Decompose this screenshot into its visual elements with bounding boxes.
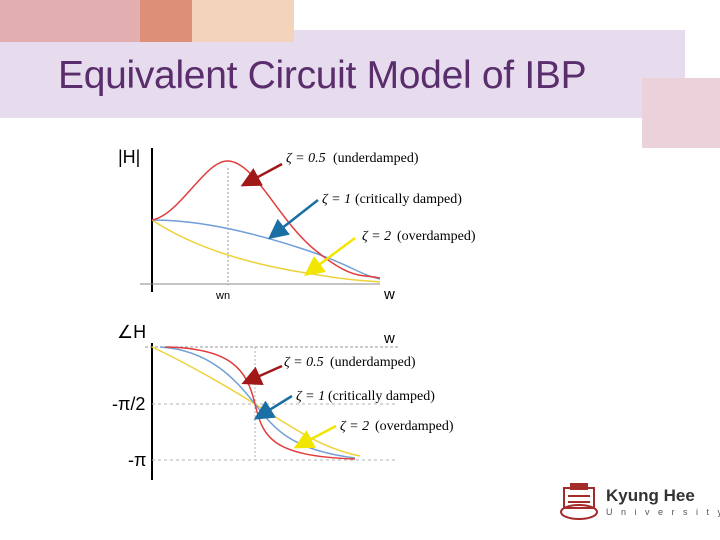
annotation-critical-zeta: ζ = 1 [296, 389, 325, 404]
tick-minus-pi: -π [128, 450, 146, 470]
decor-block [0, 0, 140, 42]
annotation-underdamped-zeta: ζ = 0.5 [284, 355, 324, 370]
logo-subtitle: University [606, 507, 720, 517]
decor-block [192, 0, 294, 42]
natural-frequency-label: wn [215, 290, 230, 302]
magnitude-curve-overdamped [151, 219, 381, 283]
magnitude-x-label: w [383, 286, 395, 303]
arrow-overdamped [293, 424, 337, 449]
arrow-critically-damped [253, 394, 293, 420]
arrow-overdamped [303, 236, 356, 276]
annotation-underdamped-text: (underdamped) [333, 151, 419, 166]
decor-block [642, 78, 720, 148]
arrow-underdamped [240, 162, 283, 187]
phase-y-label: ∠H [117, 322, 146, 342]
annotation-underdamped-text: (underdamped) [330, 355, 416, 370]
tick-minus-half-pi: -π/2 [112, 394, 145, 414]
title-band [0, 30, 685, 118]
annotation-critical-text: (critically damped) [355, 192, 462, 207]
annotation-critical-zeta: ζ = 1 [322, 192, 351, 207]
decor-block [140, 0, 192, 42]
magnitude-curve-underdamped [151, 160, 381, 279]
annotation-overdamped-zeta: ζ = 2 [362, 229, 391, 244]
magnitude-y-label: |H| [118, 147, 140, 167]
university-logo: Kyung Hee University [558, 482, 720, 522]
phase-curve-underdamped [164, 346, 356, 460]
logo-name: Kyung Hee [606, 486, 695, 505]
phase-curve-critically-damped [159, 346, 356, 459]
arrow-underdamped [241, 364, 283, 386]
magnitude-curve-critically-damped [151, 219, 381, 280]
annotation-overdamped-text: (overdamped) [375, 419, 454, 434]
annotation-critical-text: (critically damped) [328, 389, 435, 404]
phase-plot: ∠H w -π/2 -π ζ = 0.5 (underdamped) ζ = 1… [112, 322, 454, 480]
arrow-critically-damped [268, 199, 319, 240]
annotation-overdamped-text: (overdamped) [397, 229, 476, 244]
annotation-underdamped-zeta: ζ = 0.5 [286, 151, 326, 166]
magnitude-plot: |H| wn w ζ = 0.5 (underdamped) ζ = 1 (cr… [118, 147, 476, 303]
annotation-overdamped-zeta: ζ = 2 [340, 419, 369, 434]
university-emblem-icon [560, 483, 598, 520]
slide-title: Equivalent Circuit Model of IBP [58, 54, 587, 97]
phase-x-label: w [383, 330, 395, 347]
